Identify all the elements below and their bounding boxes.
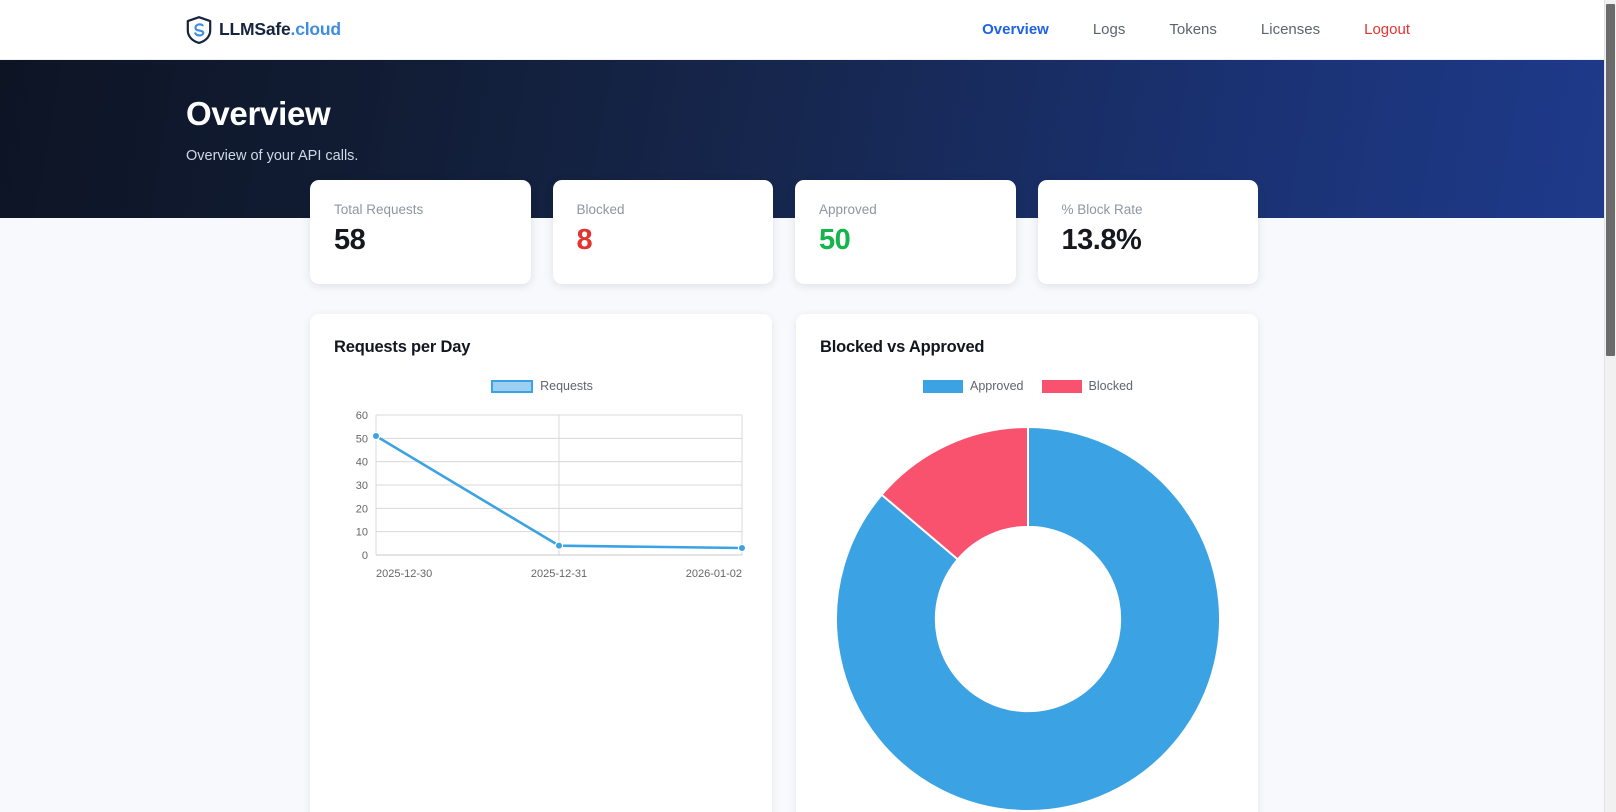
- donut-slice-blocked[interactable]: [880, 425, 1029, 561]
- nav-item-licenses[interactable]: Licenses: [1260, 21, 1321, 38]
- svg-text:0: 0: [362, 550, 368, 562]
- brand-name-accent: .cloud: [290, 19, 342, 39]
- legend-swatch-icon: [491, 379, 534, 393]
- svg-text:2025-12-30: 2025-12-30: [376, 568, 432, 580]
- svg-text:20: 20: [356, 503, 368, 515]
- brand-logo[interactable]: LLMSafe.cloud: [186, 15, 341, 44]
- stat-card-blocked: Blocked 8: [552, 180, 773, 284]
- chart-title-pie: Blocked vs Approved: [820, 338, 985, 356]
- svg-text:50: 50: [356, 433, 368, 445]
- nav-item-logs[interactable]: Logs: [1092, 21, 1126, 38]
- stats-row: Total Requests 58 Blocked 8 Approved 50 …: [310, 180, 1258, 284]
- stat-card-block-rate: % Block Rate 13.8%: [1037, 180, 1258, 284]
- nav-links: Overview Logs Tokens Licenses Logout: [960, 15, 1410, 44]
- stat-card-approved: Approved 50: [795, 180, 1016, 284]
- page-subtitle: Overview of your API calls.: [186, 148, 359, 165]
- donut-chart-plot[interactable]: [820, 401, 1236, 812]
- nav-item-overview[interactable]: Overview: [982, 21, 1049, 38]
- donut-slice-approved[interactable]: [835, 425, 1221, 812]
- top-navbar: LLMSafe.cloud Overview Logs Tokens Licen…: [0, 0, 1616, 60]
- legend-item-blocked[interactable]: Blocked: [1041, 379, 1133, 393]
- legend-swatch-icon: [923, 379, 963, 393]
- legend-label: Approved: [970, 379, 1024, 393]
- svg-text:2026-01-02: 2026-01-02: [686, 568, 742, 580]
- shield-logo-icon: [186, 15, 212, 44]
- line-chart-legend: Requests: [334, 379, 750, 393]
- svg-text:2025-12-31: 2025-12-31: [531, 568, 587, 580]
- page-title: Overview: [186, 95, 331, 132]
- legend-label: Requests: [540, 379, 593, 393]
- nav-item-logout[interactable]: Logout: [1364, 21, 1410, 38]
- page-scrollbar[interactable]: [1604, 0, 1616, 812]
- line-chart-svg: 0 10 20 30 40 50 60 2025-12-30 2025-12-31 2026-01…: [356, 410, 747, 580]
- stat-value: 8: [576, 224, 593, 256]
- svg-text:40: 40: [356, 457, 368, 469]
- brand-name-primary: LLMSafe: [219, 19, 291, 39]
- nav-item-tokens[interactable]: Tokens: [1169, 21, 1217, 38]
- legend-item-requests[interactable]: Requests: [491, 379, 593, 393]
- stat-label: Total Requests: [334, 202, 424, 217]
- stat-value: 50: [819, 224, 851, 256]
- charts-row: Requests per Day Requests 0 10 20 30 40 50 60 2…: [310, 314, 1258, 812]
- legend-item-approved[interactable]: Approved: [923, 379, 1024, 393]
- chart-title-line: Requests per Day: [334, 338, 471, 356]
- stat-label: Approved: [819, 202, 877, 217]
- stat-label: Blocked: [576, 202, 625, 217]
- card-blocked-vs-approved: Blocked vs Approved Approved Blocked: [796, 314, 1258, 812]
- legend-swatch-icon: [1041, 379, 1082, 393]
- line-chart-plot[interactable]: 0 10 20 30 40 50 60 2025-12-30 2025-12-31 2026-01…: [334, 403, 750, 598]
- donut-chart-svg: [835, 425, 1221, 812]
- stat-value: 58: [334, 224, 366, 256]
- brand-name: LLMSafe.cloud: [219, 19, 341, 40]
- scrollbar-thumb[interactable]: [1606, 4, 1615, 356]
- svg-text:30: 30: [356, 480, 368, 492]
- legend-label: Blocked: [1088, 379, 1133, 393]
- svg-text:60: 60: [356, 410, 368, 422]
- stat-card-total-requests: Total Requests 58: [310, 180, 531, 284]
- pie-chart-legend: Approved Blocked: [820, 379, 1236, 393]
- stat-value: 13.8%: [1061, 224, 1142, 256]
- card-requests-per-day: Requests per Day Requests 0 10 20 30 40 50 60 2…: [310, 314, 772, 812]
- svg-text:10: 10: [356, 527, 368, 539]
- stat-label: % Block Rate: [1061, 202, 1143, 217]
